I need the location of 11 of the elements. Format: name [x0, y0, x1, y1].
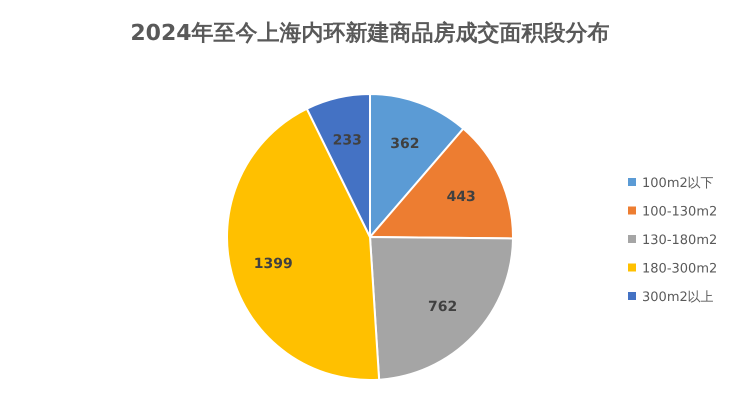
data-label: 362 — [390, 136, 420, 152]
data-label: 762 — [428, 298, 458, 315]
data-label: 1399 — [254, 256, 293, 272]
chart-title: 2024年至今上海内环新建商品房成交面积段分布 — [130, 20, 610, 46]
legend-label: 180-300m2 — [642, 262, 718, 276]
legend-label: 300m2以上 — [642, 290, 714, 305]
legend-label: 100m2以下 — [642, 176, 714, 191]
legend-label: 100-130m2 — [642, 204, 718, 220]
legend-label: 130-180m2 — [642, 233, 718, 248]
data-label: 443 — [446, 188, 476, 205]
data-label: 233 — [332, 132, 362, 149]
